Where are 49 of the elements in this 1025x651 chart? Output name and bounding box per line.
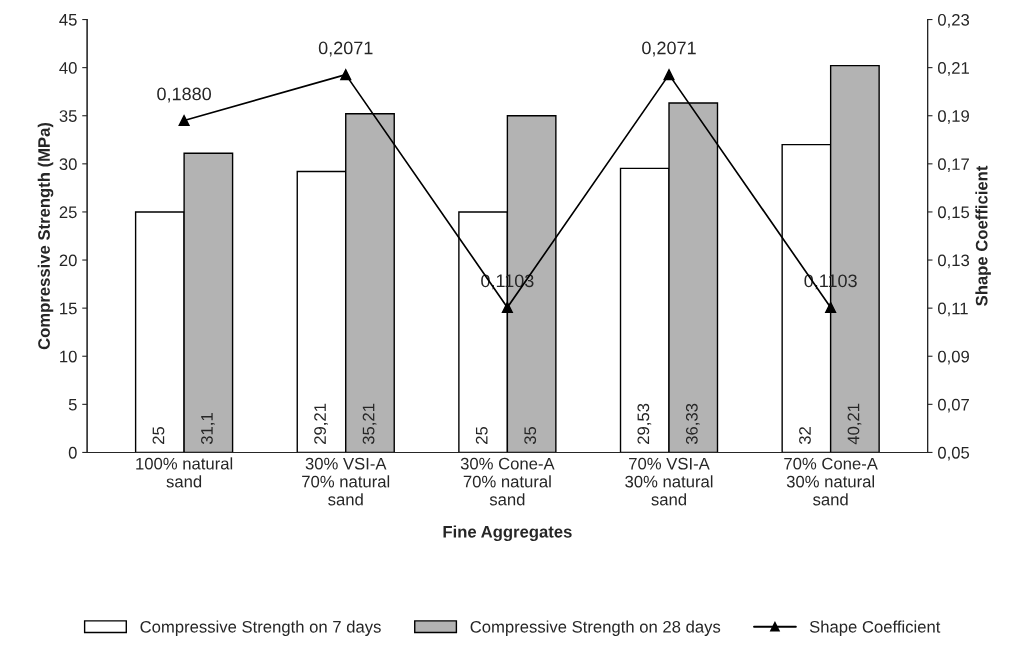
point [178, 114, 190, 127]
x-tick-label: 70% VSI-A 30% natural sand [625, 457, 713, 506]
data-label: 35 [524, 426, 537, 445]
y-tick-label: 40 [59, 62, 77, 74]
y2-tick-label: 0,21 [938, 62, 969, 76]
y-tick-label: 0 [68, 446, 77, 459]
x-tick-label: 70% Cone-A 30% natural sand [784, 457, 878, 506]
y2-tick-label: 0,13 [938, 254, 970, 269]
x-tick-label: 30% VSI-A 70% natural sand [302, 457, 390, 506]
y-tick-label: 20 [59, 254, 77, 267]
y2-tick-label: 0,15 [938, 206, 970, 221]
data-label: 31,1 [201, 413, 215, 445]
y-tick-label: 35 [59, 110, 77, 122]
data-label: 25 [475, 426, 488, 444]
y-tick-label: 10 [60, 350, 77, 363]
y-tick-label: 30 [59, 158, 77, 171]
data-label: 29,53 [637, 403, 652, 444]
point [663, 69, 675, 81]
y2-tick-label: 0,05 [938, 446, 970, 461]
point [501, 301, 513, 313]
data-label: 32 [799, 427, 811, 445]
point [340, 69, 352, 81]
y2-axis-title: Shape Coefficient [975, 165, 991, 306]
legend-label: Shape Coefficient [809, 620, 941, 636]
y2-tick-label: 0,07 [938, 398, 969, 413]
legend-label: Compressive Strength on 7 days [140, 620, 381, 636]
y-tick-label: 25 [59, 206, 77, 219]
x-axis-title: Fine Aggregates [443, 525, 572, 542]
point [825, 301, 837, 313]
data-label: 0,1880 [157, 87, 212, 103]
y2-tick-label: 0,23 [938, 13, 970, 28]
data-label: 29,21 [314, 403, 328, 444]
data-label: 0,2071 [642, 41, 696, 57]
y2-tick-label: 0,17 [938, 158, 969, 173]
data-label: 35,21 [362, 403, 377, 445]
data-label: 40,21 [847, 403, 862, 445]
y2-tick-label: 0,09 [938, 350, 969, 365]
y-tick-label: 5 [68, 398, 77, 411]
y-tick-label: 15 [60, 302, 77, 315]
data-label: 36,33 [685, 403, 700, 445]
y2-tick-label: 0,19 [938, 110, 969, 124]
y2-tick-label: 0,11 [938, 302, 968, 317]
data-label: 0,2071 [318, 41, 373, 57]
y-tick-label: 45 [59, 14, 77, 26]
x-tick-label: 30% Cone-A 70% natural sand [460, 457, 555, 506]
data-label: 25 [152, 426, 165, 444]
x-tick-label: 100% natural sand [136, 457, 233, 488]
y-axis-title: Compressive Strength (MPa) [37, 122, 54, 350]
legend-label: Compressive Strength on 28 days [470, 620, 721, 636]
